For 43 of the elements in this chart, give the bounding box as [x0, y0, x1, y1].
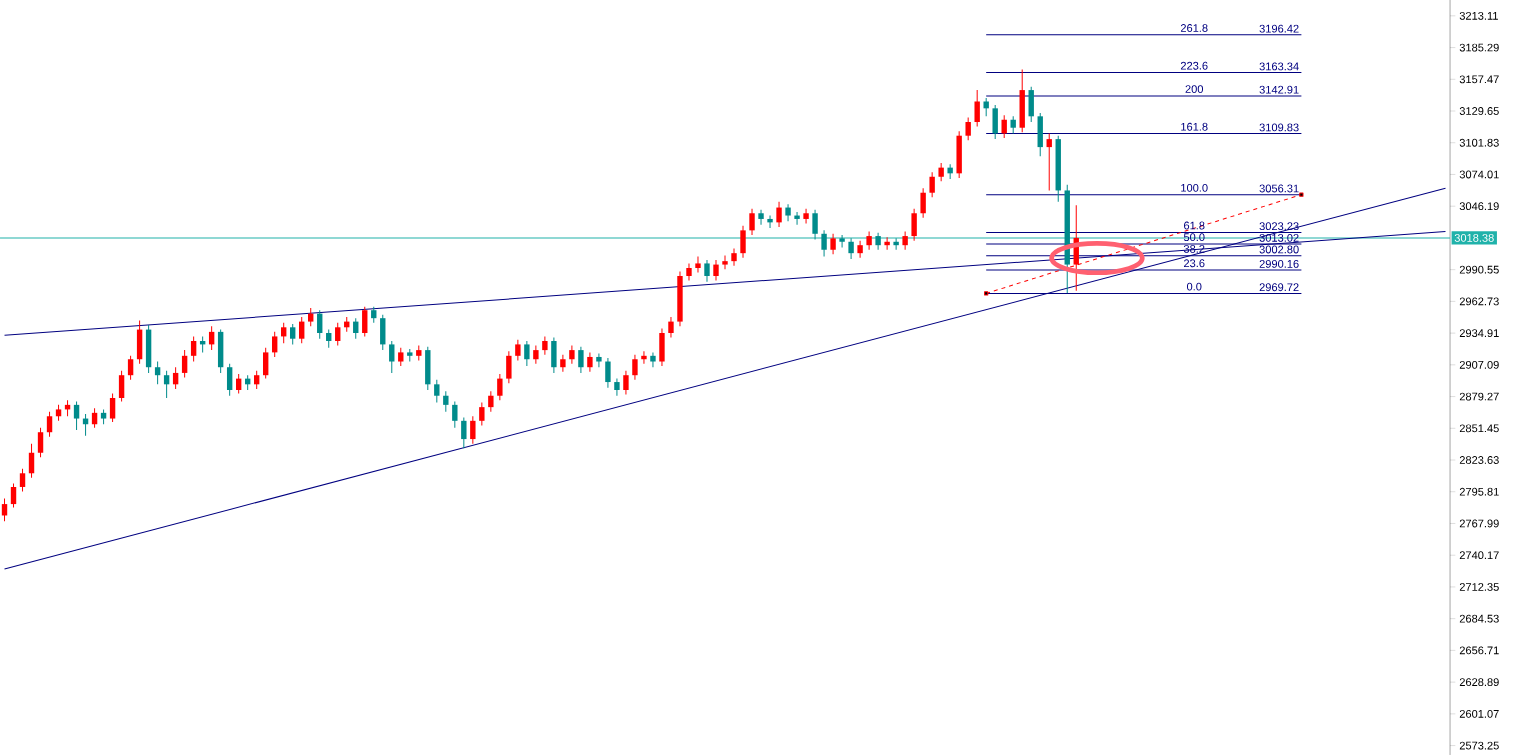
y-tick-label: 2740.17 — [1459, 551, 1499, 560]
y-tick-label: 2990.55 — [1459, 265, 1499, 274]
series-label: 23.6 — [1184, 259, 1205, 268]
y-tick-label: 2684.53 — [1459, 614, 1499, 623]
y-tick-label: 2712.35 — [1459, 583, 1499, 591]
y-tick-label: 3157.47 — [1459, 75, 1499, 84]
y-tick-label: 3129.65 — [1459, 107, 1499, 115]
data-label: 2990.16 — [1259, 260, 1299, 268]
y-tick-label: 2962.73 — [1459, 297, 1499, 306]
y-tick-label: 2767.99 — [1459, 519, 1499, 528]
series-label: 100.0 — [1181, 183, 1208, 192]
data-label: 3142.91 — [1259, 85, 1299, 94]
y-tick-label: 3074.01 — [1459, 170, 1499, 179]
series-label: 223.6 — [1180, 61, 1208, 70]
y-tick-label: 2628.89 — [1459, 678, 1499, 687]
y-tick-label: 2823.63 — [1459, 456, 1499, 464]
y-tick-label: 2879.27 — [1459, 392, 1499, 401]
data-label: 3056.31 — [1259, 184, 1299, 193]
series-label: 61.8 — [1184, 221, 1205, 230]
data-label: 3196.42 — [1259, 24, 1299, 33]
y-tick-label: 3046.19 — [1459, 202, 1499, 211]
y-tick-label: 2795.81 — [1459, 487, 1499, 496]
data-label: 3013.02 — [1259, 233, 1299, 242]
y-tick-label: 3213.11 — [1459, 11, 1498, 20]
y-tick-label: 2573.25 — [1459, 741, 1499, 750]
y-tick-label: 2851.45 — [1459, 424, 1499, 433]
series-label: 161.8 — [1181, 122, 1208, 131]
y-tick-label: 3101.83 — [1459, 138, 1499, 147]
series-label: 50.0 — [1183, 233, 1205, 242]
y-tick-label: 3185.29 — [1459, 43, 1499, 52]
data-label: 3023.23 — [1259, 222, 1299, 231]
series-label: 0.0 — [1186, 282, 1202, 291]
data-label: 3002.80 — [1259, 245, 1299, 254]
data-label: 3163.34 — [1259, 62, 1299, 71]
series-label: 261.8 — [1180, 24, 1208, 32]
y-tick-label: 2656.71 — [1459, 646, 1499, 655]
y-tick-label: 2934.91 — [1459, 329, 1499, 338]
y-tick-label: 2601.07 — [1459, 709, 1499, 718]
data-label: 3109.83 — [1259, 123, 1299, 132]
series-label: 200 — [1185, 85, 1204, 93]
ref-line-label: 3018.38 — [1454, 234, 1494, 242]
data-label: 2969.72 — [1259, 283, 1299, 292]
y-tick-label: 2907.09 — [1459, 360, 1499, 369]
